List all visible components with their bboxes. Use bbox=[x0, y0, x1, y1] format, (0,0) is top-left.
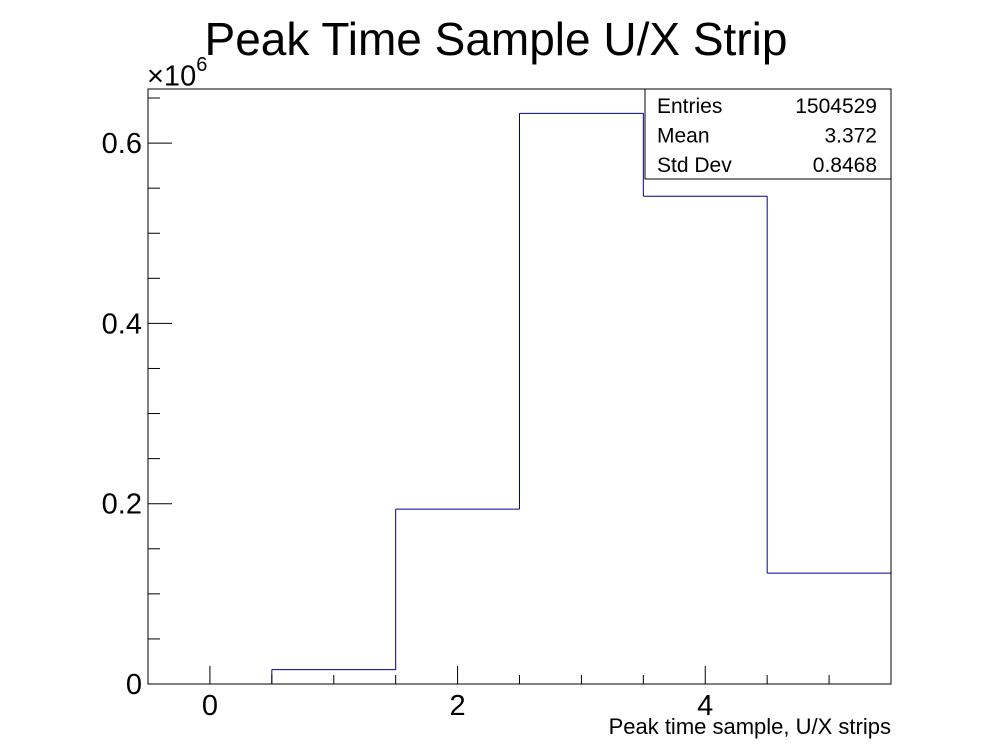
y-tick-label: 0.2 bbox=[102, 489, 142, 521]
y-tick-label: 0 bbox=[126, 669, 142, 701]
stats-label: Std Dev bbox=[657, 154, 732, 177]
stats-label: Entries bbox=[657, 95, 722, 118]
stats-value: 0.8468 bbox=[813, 154, 877, 177]
y-tick-label: 0.4 bbox=[102, 308, 142, 340]
chart-title: Peak Time Sample U/X Strip bbox=[204, 13, 788, 65]
x-tick-label: 0 bbox=[202, 690, 218, 722]
y-tick-label: 0.6 bbox=[102, 128, 142, 160]
stats-label: Mean bbox=[657, 125, 710, 148]
stats-value: 1504529 bbox=[795, 95, 877, 118]
y-multiplier-base: ×10 bbox=[147, 60, 197, 93]
histogram-series bbox=[148, 112, 891, 685]
stats-box: Entries 1504529 Mean 3.372 Std Dev 0.8468 bbox=[644, 88, 892, 180]
stats-box-frame bbox=[644, 88, 892, 180]
axes: 0 0.2 0.4 0.6 0 2 4 bbox=[102, 88, 892, 722]
y-axis-multiplier: ×106 bbox=[147, 54, 207, 94]
stats-value: 3.372 bbox=[824, 125, 877, 148]
x-tick-label: 2 bbox=[450, 690, 466, 722]
x-axis-label: Peak time sample, U/X strips bbox=[609, 714, 891, 739]
y-multiplier-exponent: 6 bbox=[196, 54, 208, 76]
x-tick-label: 4 bbox=[697, 690, 713, 722]
